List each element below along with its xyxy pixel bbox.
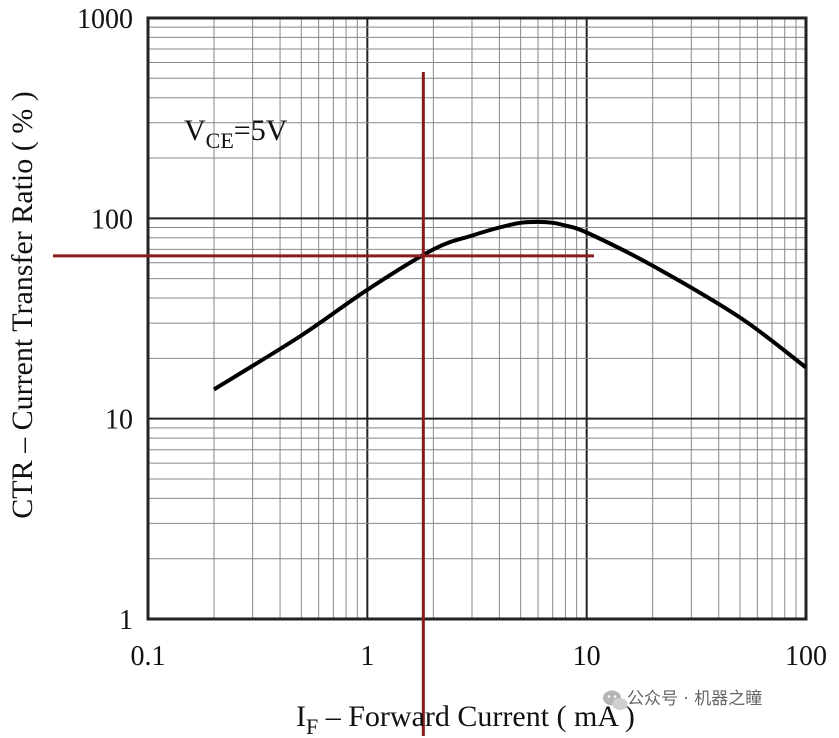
grid (147, 18, 806, 620)
reference-lines (53, 72, 594, 736)
curve-layer (212, 219, 808, 392)
plot-frame (146, 16, 808, 621)
wechat-icon (603, 690, 628, 710)
tick-labels: 0.1 1 10 100 1 10 100 1000 (77, 4, 827, 672)
x-tick-label: 100 (785, 641, 827, 672)
x-tick-label: 1 (360, 641, 374, 672)
y-tick-label: 10 (105, 405, 133, 436)
watermark-text: 公众号 · 机器之瞳 (627, 689, 762, 709)
y-tick-label: 1000 (77, 4, 133, 35)
x-axis-label: IF – Forward Current ( mA ) (296, 700, 635, 738)
x-tick-label: 0.1 (131, 641, 166, 672)
x-tick-label: 10 (573, 641, 601, 672)
y-tick-label: 100 (91, 204, 133, 235)
watermark: 公众号 · 机器之瞳 (603, 689, 762, 710)
y-axis-label: CTR – Current Transfer Ratio ( % ) (6, 91, 39, 518)
y-tick-label: 1 (119, 605, 133, 636)
ctr-curve (212, 219, 808, 392)
vce-annotation: VCE=5V (184, 114, 288, 153)
